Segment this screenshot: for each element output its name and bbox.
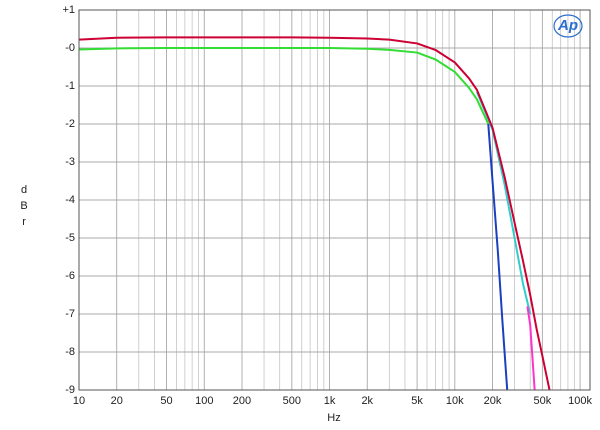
y-tick-label: -3	[65, 156, 75, 168]
x-tick-label: 5k	[411, 395, 423, 407]
y-tick-label: -0	[65, 42, 75, 54]
y-tick-label: -9	[65, 384, 75, 396]
y-tick-label: -1	[65, 80, 75, 92]
x-tick-label: 50k	[533, 395, 551, 407]
series-line	[78, 36, 551, 391]
y-tick-label: -8	[65, 346, 75, 358]
x-tick-label: 10k	[446, 395, 464, 407]
x-tick-label: 500	[283, 395, 301, 407]
plot-frame	[78, 9, 591, 391]
x-tick-label: 20	[111, 395, 123, 407]
y-tick-label: -6	[65, 270, 75, 282]
y-tick-label: -7	[65, 308, 75, 320]
y-tick-label: -5	[65, 232, 75, 244]
x-tick-label: 200	[233, 395, 251, 407]
logo: Ap	[557, 17, 578, 34]
y-tick-label: -2	[65, 118, 75, 130]
x-axis-label: Hz	[327, 412, 340, 424]
x-tick-label: 1k	[324, 395, 336, 407]
logo-ring	[553, 14, 583, 38]
x-tick-label: 100	[195, 395, 213, 407]
series-line	[475, 91, 532, 315]
x-tick-label: 50	[160, 395, 172, 407]
y-tick-label: -4	[65, 194, 75, 206]
series-line	[487, 123, 509, 391]
x-tick-label: 10	[73, 395, 85, 407]
series-line	[526, 306, 536, 391]
x-tick-label: 2k	[361, 395, 373, 407]
grid	[78, 9, 590, 391]
lines	[78, 36, 551, 391]
y-axis-label: dBr	[18, 184, 30, 232]
x-tick-label: 100k	[568, 395, 592, 407]
series-line	[78, 47, 490, 125]
x-tick-label: 20k	[484, 395, 502, 407]
y-tick-label: +1	[62, 4, 75, 16]
